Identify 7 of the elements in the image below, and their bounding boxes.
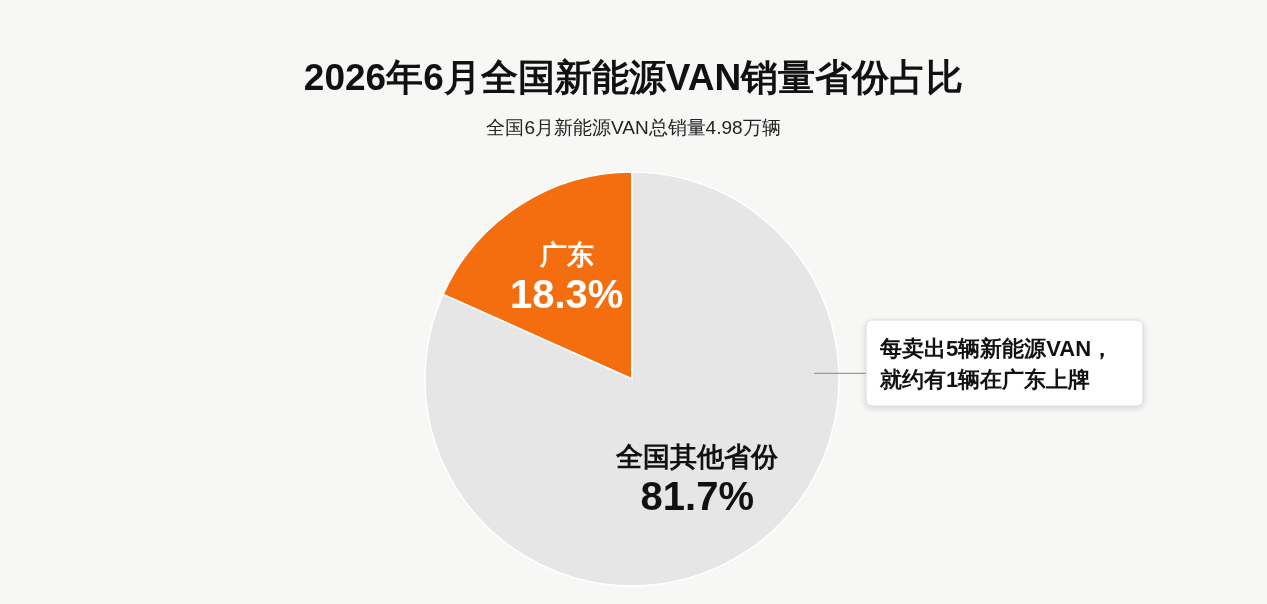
text: 每卖出5辆新能源VAN，就约有1辆在广东上牌: [879, 336, 1114, 392]
chart-subtitle: 全国6月新能源VAN总销量4.98万辆: [486, 117, 781, 138]
data-label: 81.7%: [640, 473, 754, 518]
data-label: 18.3%: [510, 272, 624, 317]
chart-title: 2026年6月全国新能源VAN销量省份占比: [303, 57, 964, 98]
slice-label: 全国其他省份: [615, 441, 780, 472]
slice-label: 广东: [538, 240, 594, 271]
